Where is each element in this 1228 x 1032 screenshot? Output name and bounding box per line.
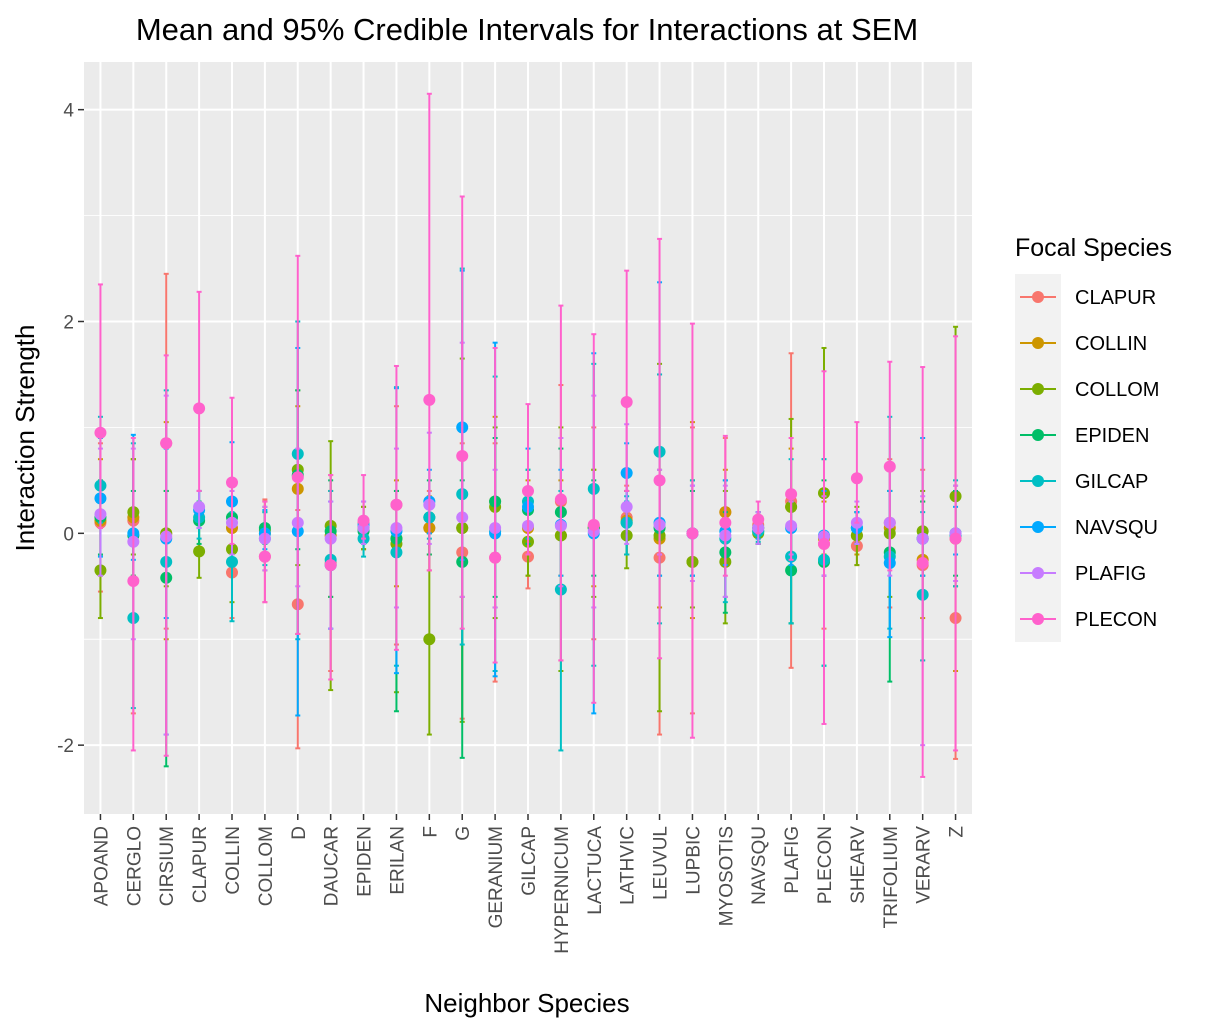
legend-label: PLECON (1075, 609, 1157, 631)
x-tick-label: SHEARV (848, 826, 869, 904)
mean-point (390, 498, 403, 511)
x-tick-label: MYOSOTIS (716, 826, 737, 926)
mean-point (522, 484, 534, 497)
legend-item: COLLOM (1015, 366, 1159, 412)
legend-key-point (1032, 613, 1044, 625)
mean-point (324, 559, 337, 572)
x-tick-label: PLECON (815, 826, 836, 904)
y-tick-label: 2 (63, 312, 74, 333)
legend-label: GILCAP (1075, 471, 1148, 493)
mean-point (226, 555, 238, 568)
series-plecon (94, 92, 962, 778)
x-tick-label: TRIFOLIUM (881, 826, 902, 928)
x-tick-label: CERGLO (124, 826, 145, 906)
mean-point (949, 532, 962, 545)
x-axis-title: Neighbor Species (424, 988, 629, 1018)
x-tick-label: COLLOM (256, 826, 277, 906)
legend-item: NAVSQU (1015, 504, 1158, 550)
y-tick-label: 4 (63, 101, 74, 122)
y-tick-label: 0 (63, 524, 74, 545)
mean-point (258, 550, 271, 563)
legend-key-point (1032, 475, 1044, 487)
mean-point (620, 500, 633, 513)
x-tick-label: LATHVIC (618, 826, 639, 905)
x-tick-label: CIRSIUM (157, 826, 178, 906)
x-tick-label: HYPERNICUM (552, 826, 573, 954)
mean-point (357, 514, 370, 527)
x-tick-label: NAVSQU (749, 826, 770, 905)
x-tick-label: G (453, 826, 474, 841)
legend-item: GILCAP (1015, 458, 1148, 504)
x-tick-label: COLLIN (223, 826, 244, 895)
legend-item: PLECON (1015, 596, 1157, 642)
mean-point (160, 437, 173, 450)
mean-point (94, 426, 107, 439)
mean-point (719, 516, 732, 529)
x-tick-label: DAUCAR (322, 826, 343, 906)
x-tick-label: D (289, 826, 310, 840)
x-tick-label: EPIDEN (355, 826, 376, 897)
x-tick-label: GILCAP (519, 826, 540, 896)
mean-point (752, 513, 765, 526)
mean-point (554, 493, 567, 506)
y-axis-title: Interaction Strength (10, 325, 40, 552)
x-tick-label: GERANIUM (486, 826, 507, 928)
mean-point (620, 395, 633, 408)
mean-point (193, 545, 206, 558)
legend-key-point (1032, 521, 1044, 533)
legend-label: PLAFIG (1075, 563, 1146, 585)
mean-point (587, 518, 600, 531)
mean-point (456, 450, 469, 463)
mean-point (653, 474, 666, 487)
legend-key-point (1032, 429, 1044, 441)
mean-point (226, 476, 238, 489)
x-tick-label: APOAND (91, 826, 112, 906)
mean-point (785, 488, 798, 501)
legend: Focal Species CLAPUR COLLIN COLLOM EPIDEN GI… (1015, 234, 1172, 642)
mean-point (291, 471, 304, 484)
axes: -2 0 2 4 APOAND CERGLO CIRSIUM CLAPUR COLLIN COLL… (57, 101, 967, 954)
legend-item: CLAPUR (1015, 274, 1156, 320)
x-tick-label: VERARV (914, 826, 935, 904)
legend-label: NAVSQU (1075, 517, 1158, 539)
x-tick-label: LACTUCA (585, 826, 606, 915)
x-tick-label: PLAFIG (782, 826, 803, 894)
mean-point (916, 556, 929, 569)
legend-label: EPIDEN (1075, 425, 1149, 447)
mean-point (883, 460, 896, 473)
chart-title: Mean and 95% Credible Intervals for Inte… (136, 12, 918, 47)
x-tick-label: Z (947, 826, 968, 838)
legend-label: COLLOM (1075, 379, 1159, 401)
x-tick-label: ERILAN (387, 826, 408, 895)
x-tick-label: LUPBIC (683, 826, 704, 895)
mean-point (489, 551, 502, 564)
mean-point (423, 393, 436, 406)
legend-label: COLLIN (1075, 333, 1147, 355)
data-series (94, 92, 962, 778)
legend-title: Focal Species (1015, 234, 1172, 262)
legend-key-point (1032, 291, 1044, 303)
mean-point (850, 472, 863, 485)
legend-item: EPIDEN (1015, 412, 1149, 458)
legend-key-point (1032, 567, 1044, 579)
legend-item: COLLIN (1015, 320, 1147, 366)
y-tick-label: -2 (57, 736, 74, 757)
mean-point (423, 633, 436, 646)
x-tick-label: CLAPUR (190, 826, 211, 903)
x-tick-label: F (420, 826, 441, 838)
x-tick-label: LEUVUL (651, 826, 672, 900)
legend-item: PLAFIG (1015, 550, 1146, 596)
legend-label: CLAPUR (1075, 287, 1156, 309)
mean-point (127, 574, 140, 587)
mean-point (686, 527, 699, 540)
mean-point (818, 537, 830, 550)
legend-key-point (1032, 383, 1044, 395)
mean-point (193, 402, 206, 415)
mean-point (193, 500, 206, 513)
legend-key-point (1032, 337, 1044, 349)
